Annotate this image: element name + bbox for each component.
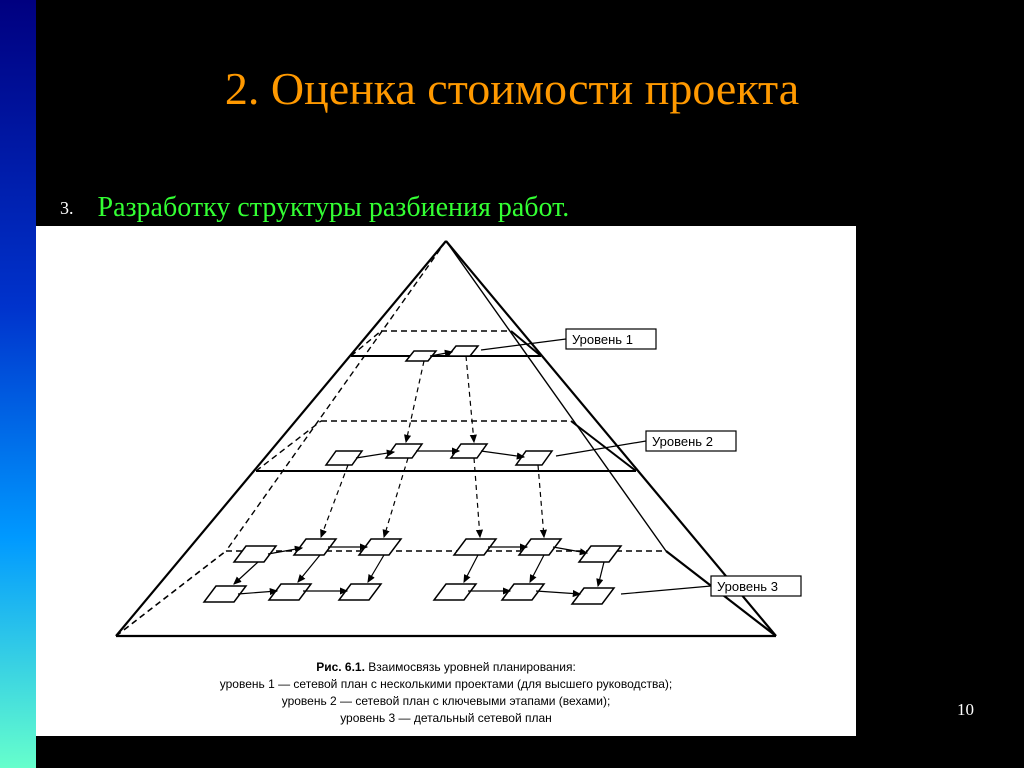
pyramid-svg: Уровень 1 Уровень 2 Уровень 3 Рис. 6.1. … xyxy=(36,226,856,736)
level1-nodes xyxy=(406,346,478,361)
pyramid-figure: Уровень 1 Уровень 2 Уровень 3 Рис. 6.1. … xyxy=(36,226,856,736)
caption-line3: уровень 2 — сетевой план с ключевыми эта… xyxy=(282,694,611,708)
bullet-row: 3. Разработку структуры разбиения работ. xyxy=(60,192,569,224)
level2-nodes xyxy=(326,444,552,465)
caption-line2: уровень 1 — сетевой план с несколькими п… xyxy=(220,677,672,691)
bullet-number: 3. xyxy=(60,198,74,219)
label-level3: Уровень 3 xyxy=(621,576,801,596)
bullet-text: Разработку структуры разбиения работ. xyxy=(98,192,570,223)
level3-right-cluster xyxy=(434,539,621,604)
level3-left-cluster xyxy=(204,539,401,602)
caption-line1: Рис. 6.1. Взаимосвязь уровней планирован… xyxy=(316,660,576,674)
label-level1: Уровень 1 xyxy=(481,329,656,350)
page-number: 10 xyxy=(957,700,974,720)
side-gradient-bar xyxy=(0,0,36,768)
caption-line4: уровень 3 — детальный сетевой план xyxy=(340,711,552,725)
svg-text:Уровень 1: Уровень 1 xyxy=(572,332,633,347)
svg-text:Уровень 3: Уровень 3 xyxy=(717,579,778,594)
svg-text:Уровень 2: Уровень 2 xyxy=(652,434,713,449)
slide-title: 2. Оценка стоимости проекта xyxy=(0,62,1024,115)
